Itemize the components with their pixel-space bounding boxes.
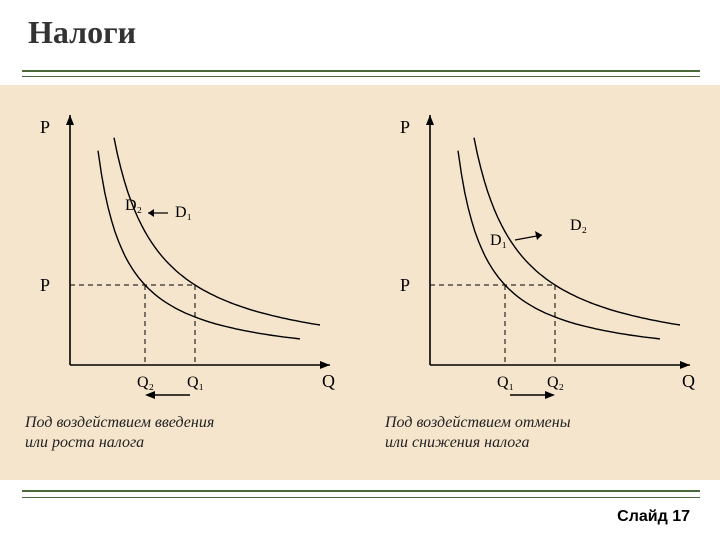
svg-text:Под воздействием отмены: Под воздействием отмены <box>384 414 571 431</box>
footer-rule-thin <box>22 497 700 498</box>
svg-text:D₁: D₁ <box>490 232 507 249</box>
svg-text:Q: Q <box>322 371 335 391</box>
title-rule <box>22 70 700 72</box>
svg-text:D₂: D₂ <box>125 197 142 214</box>
svg-text:D₂: D₂ <box>570 217 587 234</box>
svg-text:Q₁: Q₁ <box>187 374 204 391</box>
svg-text:P: P <box>40 117 50 137</box>
svg-text:D₁: D₁ <box>175 204 192 221</box>
svg-text:или снижения налога: или снижения налога <box>385 434 530 451</box>
footer-rule <box>22 490 700 492</box>
svg-text:Q₂: Q₂ <box>137 374 154 391</box>
slide: Налоги P Q D₂ D₁ P Q₂ Q₁ Под воздействием введе… <box>0 0 720 540</box>
svg-text:Q₁: Q₁ <box>497 374 514 391</box>
diagram-area: P Q D₂ D₁ P Q₂ Q₁ Под воздействием введения или … <box>0 85 720 485</box>
title-rule-thin <box>22 76 700 77</box>
svg-text:P: P <box>400 275 410 295</box>
svg-text:Q: Q <box>682 371 695 391</box>
slide-number: Слайд 17 <box>617 508 690 526</box>
svg-text:P: P <box>400 117 410 137</box>
svg-text:P: P <box>40 275 50 295</box>
svg-text:Под воздействием введения: Под воздействием введения <box>24 414 214 431</box>
svg-text:Q₂: Q₂ <box>547 374 564 391</box>
svg-text:или роста налога: или роста налога <box>25 434 144 451</box>
diagram-svg: P Q D₂ D₁ P Q₂ Q₁ Под воздействием введения или … <box>0 85 720 485</box>
page-title: Налоги <box>28 14 136 51</box>
